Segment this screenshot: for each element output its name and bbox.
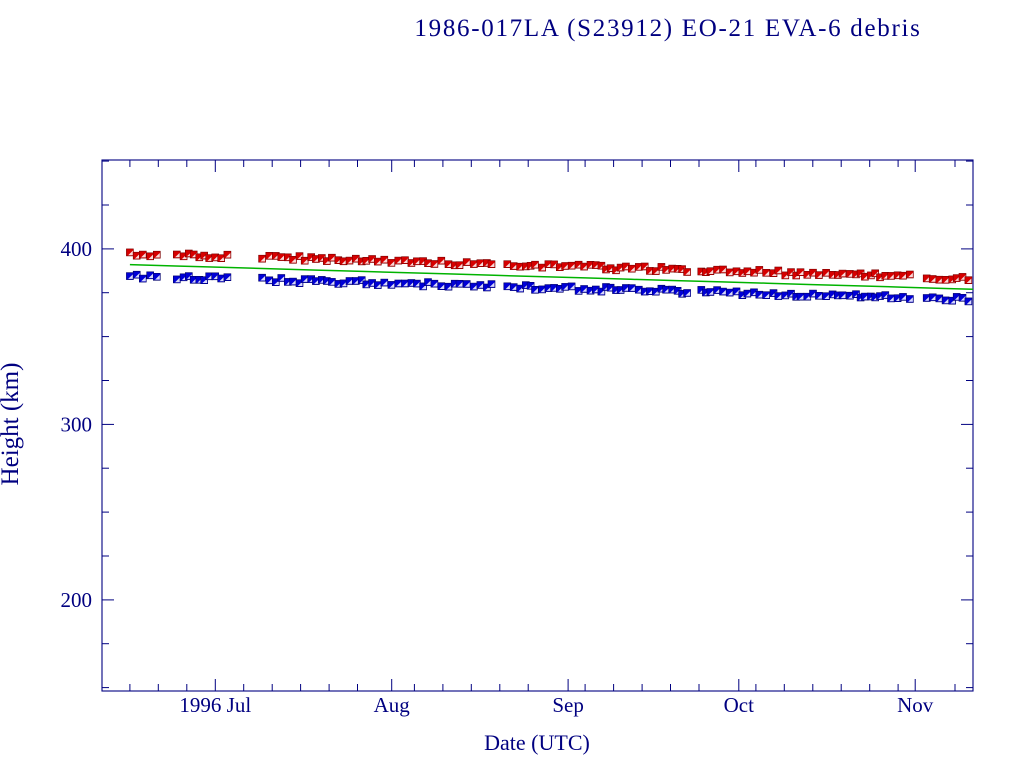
svg-text:Height (km): Height (km) [0,363,24,486]
svg-text:Nov: Nov [897,693,934,717]
svg-text:1996 Jul: 1996 Jul [179,693,251,717]
svg-text:Oct: Oct [724,693,754,717]
svg-text:200: 200 [61,588,93,612]
svg-text:Sep: Sep [552,693,584,717]
svg-text:400: 400 [61,237,93,261]
svg-text:1986-017LA (S23912) EO-21 EVA-: 1986-017LA (S23912) EO-21 EVA-6 debris [414,15,921,42]
svg-text:Date (UTC): Date (UTC) [484,730,590,755]
svg-text:300: 300 [61,412,93,436]
svg-text:Aug: Aug [374,693,411,717]
